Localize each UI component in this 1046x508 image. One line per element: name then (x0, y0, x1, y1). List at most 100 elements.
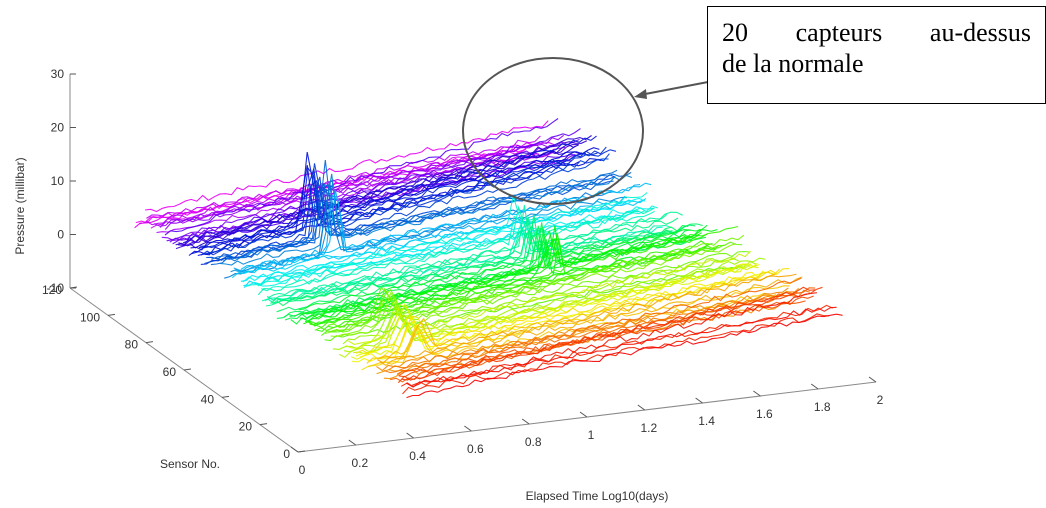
series-line (139, 142, 539, 225)
sensor-tick-mark (259, 423, 268, 426)
z-tick-label: -10 (47, 281, 65, 295)
time-tick-mark (579, 411, 588, 418)
annotation-line-2: de la normale (722, 49, 864, 79)
series-line (164, 118, 559, 236)
series-line (298, 224, 708, 311)
z-tick-label: 10 (51, 174, 65, 188)
series-line (145, 142, 556, 226)
series-line (367, 292, 777, 367)
time-tick-label: 0.4 (409, 449, 426, 463)
series-line (383, 289, 811, 374)
series-line (316, 240, 713, 333)
z-axis-label: Pressure (millibar) (13, 157, 27, 254)
annotation-arrowhead (634, 89, 647, 99)
series-line (145, 120, 549, 213)
series-line (211, 159, 632, 260)
z-tick-label: 0 (57, 228, 64, 242)
series-line (172, 128, 581, 245)
time-tick-label: 0.6 (467, 442, 484, 456)
annotation-arrow (639, 81, 709, 96)
series-line (257, 205, 655, 296)
time-tick-mark (464, 425, 472, 432)
time-tick-label: 1 (588, 428, 595, 442)
sensor-tick-label: 100 (80, 310, 100, 324)
series-line (411, 292, 817, 386)
annotation-word-2: capteurs (795, 18, 883, 47)
series-line (230, 182, 628, 273)
series-line (146, 135, 541, 219)
time-tick-mark (521, 418, 530, 425)
series-line (200, 150, 598, 249)
series-line (183, 143, 580, 244)
series-line (402, 313, 830, 395)
sensor-tick-mark (183, 368, 192, 371)
series-line (261, 210, 655, 292)
series-line (350, 262, 758, 360)
time-tick-label: 1.4 (698, 414, 715, 428)
series-line (406, 313, 843, 399)
sensor-tick-label: 0 (283, 447, 290, 461)
sensor-tick-mark (297, 450, 306, 453)
series-line (242, 206, 655, 283)
time-tick-label: 1.8 (814, 400, 831, 414)
series-line (406, 306, 837, 388)
series-line (191, 135, 597, 255)
time-tick-label: 2 (877, 393, 884, 407)
series-line (223, 169, 618, 262)
series-group (134, 118, 843, 399)
z-ticks: -10 0 10 20 30 (47, 67, 76, 295)
series-line (270, 217, 679, 305)
series-line (321, 244, 720, 337)
axes (69, 74, 877, 453)
series-line (240, 199, 635, 282)
annotation-box: 20 capteurs au-dessus de la normale (707, 6, 1046, 104)
time-tick-mark (290, 446, 299, 453)
sensor-tick-label: 60 (163, 365, 177, 379)
series-line (366, 285, 790, 364)
series-line (378, 273, 776, 360)
time-tick-mark (637, 404, 646, 411)
sensor-tick-label: 120 (42, 283, 62, 297)
z-tick-label: 30 (51, 67, 65, 81)
series-line (164, 143, 548, 230)
series-line (376, 273, 797, 364)
highlight-circle (462, 57, 644, 205)
series-line (324, 234, 745, 335)
series-line (204, 153, 610, 255)
series-line (276, 223, 703, 313)
series-line (400, 304, 833, 388)
time-tick-mark (348, 439, 357, 446)
sensor-tick-mark (145, 341, 154, 344)
sensor-tick-label: 20 (239, 420, 253, 434)
series-line (388, 291, 801, 371)
series-line (352, 263, 752, 355)
sensor-ticks: 0 20 40 60 80 100 120 (42, 283, 306, 461)
series-line (233, 184, 641, 271)
annotation-line-1: 20 capteurs au-dessus (722, 17, 1031, 48)
sensor-tick-mark (69, 286, 78, 289)
sensor-tick-mark (221, 395, 230, 398)
annotation-word-3: au-dessus (929, 18, 1031, 47)
series-line (401, 286, 816, 381)
time-tick-mark (868, 376, 877, 383)
sensor-axis-label: Sensor No. (160, 457, 220, 471)
time-tick-label: 0.2 (351, 456, 368, 470)
time-tick-label: 1.6 (756, 407, 773, 421)
sensor-tick-label: 40 (201, 392, 215, 406)
time-tick-mark (695, 397, 703, 404)
series-line (398, 300, 806, 377)
sensor-tick-mark (107, 313, 116, 316)
series-line (266, 211, 683, 301)
series-line (303, 233, 708, 327)
time-ticks: 0 0.2 0.4 0.6 0.8 1 1.2 1.4 1.6 1.8 2 (290, 376, 884, 477)
time-tick-label: 0.8 (525, 435, 542, 449)
series-line (379, 276, 803, 366)
series-line (256, 192, 648, 286)
time-tick-mark (810, 383, 819, 390)
series-line (324, 266, 738, 342)
time-axis-label: Elapsed Time Log10(days) (526, 489, 669, 503)
time-tick-mark (406, 432, 414, 439)
sensor-tick-label: 80 (125, 338, 139, 352)
time-tick-mark (753, 390, 761, 397)
